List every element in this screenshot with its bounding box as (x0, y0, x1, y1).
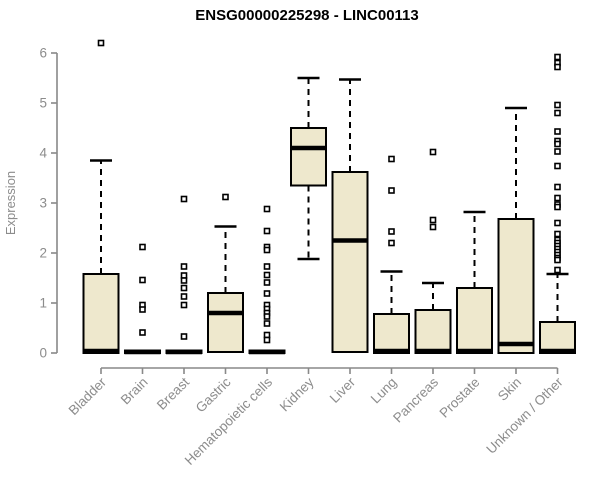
outlier-point (180, 284, 188, 292)
outlier-point (388, 187, 395, 194)
outlier-point (554, 230, 561, 238)
x-category-label: Liver (327, 374, 359, 406)
outlier-point (263, 290, 271, 297)
boxplot-box (165, 195, 203, 355)
outlier-point (554, 63, 561, 71)
outlier-point (263, 227, 271, 235)
iqr-box (539, 321, 576, 354)
outlier-point (554, 203, 561, 211)
boxplot-box (248, 205, 286, 355)
outlier-point (554, 194, 561, 202)
x-category-label: Pancreas (390, 374, 441, 425)
x-category-label: Lung (368, 375, 400, 407)
iqr-box (207, 292, 244, 353)
outlier-point (554, 266, 561, 274)
iqr-box (373, 313, 410, 354)
outlier-point (554, 53, 561, 61)
outlier-point (180, 277, 188, 284)
y-tick-label: 1 (39, 296, 47, 311)
boxplot-box (82, 39, 120, 354)
outlier-point (139, 243, 146, 251)
x-category-label: Bladder (66, 374, 110, 418)
outlier-point (263, 271, 271, 279)
x-category-label: Brain (118, 375, 151, 408)
boxplot-box (456, 210, 493, 354)
boxplot-box (124, 243, 161, 355)
y-tick-label: 3 (39, 196, 47, 211)
iqr-box (497, 218, 535, 354)
outlier-point (263, 313, 271, 320)
chart-title: ENSG00000225298 - LINC00113 (195, 7, 418, 24)
outlier-point (554, 219, 561, 227)
outlier-point (263, 205, 271, 213)
outlier-point (263, 246, 271, 254)
outlier-point (222, 193, 229, 201)
outlier-point (554, 148, 561, 155)
outlier-point (554, 162, 561, 170)
y-tick-label: 4 (39, 146, 47, 161)
x-category-label: Gastric (193, 374, 234, 415)
outlier-point (554, 101, 561, 109)
boxes-layer (82, 39, 576, 355)
outlier-point (554, 140, 561, 148)
outlier-point (429, 223, 437, 231)
outlier-point (263, 279, 271, 286)
x-category-label: Skin (495, 375, 524, 404)
outlier-point (263, 336, 271, 344)
outlier-point (180, 195, 188, 203)
x-category-label: Prostate (436, 375, 482, 421)
outlier-point (429, 216, 437, 224)
outlier-point (180, 333, 188, 340)
boxplot-box (290, 76, 327, 261)
x-category-label: Unknown / Other (483, 374, 566, 457)
boxplot-box (207, 193, 244, 353)
outlier-point (139, 329, 146, 336)
outlier-point (180, 301, 188, 309)
y-tick-label: 5 (39, 96, 47, 111)
outlier-point (388, 228, 395, 235)
outlier-point (180, 293, 188, 300)
outlier-point (97, 39, 105, 47)
outlier-point (139, 276, 146, 284)
outlier-point (554, 256, 561, 264)
iqr-box (456, 287, 493, 354)
boxplot-box (539, 53, 576, 354)
outlier-point (554, 128, 561, 135)
outlier-point (263, 320, 271, 327)
boxplot-box (373, 155, 410, 354)
iqr-box (290, 127, 327, 187)
outlier-point (388, 155, 395, 163)
boxplot-box (414, 148, 452, 354)
outlier-point (554, 109, 561, 117)
x-category-label: Breast (154, 374, 192, 412)
outlier-point (180, 263, 188, 270)
y-axis-label: Expression (3, 171, 18, 235)
y-tick-label: 6 (39, 46, 47, 61)
outlier-point (388, 239, 395, 247)
iqr-box (331, 171, 369, 353)
x-category-label: Kidney (277, 374, 317, 414)
iqr-box (414, 309, 452, 354)
outlier-point (554, 183, 561, 191)
outlier-point (429, 148, 437, 156)
iqr-box (82, 273, 120, 354)
outlier-point (263, 263, 271, 270)
boxplot-box (497, 106, 535, 354)
boxplot-box (331, 78, 369, 353)
y-tick-label: 0 (39, 346, 47, 361)
outlier-point (139, 306, 146, 313)
y-tick-label: 2 (39, 246, 47, 261)
